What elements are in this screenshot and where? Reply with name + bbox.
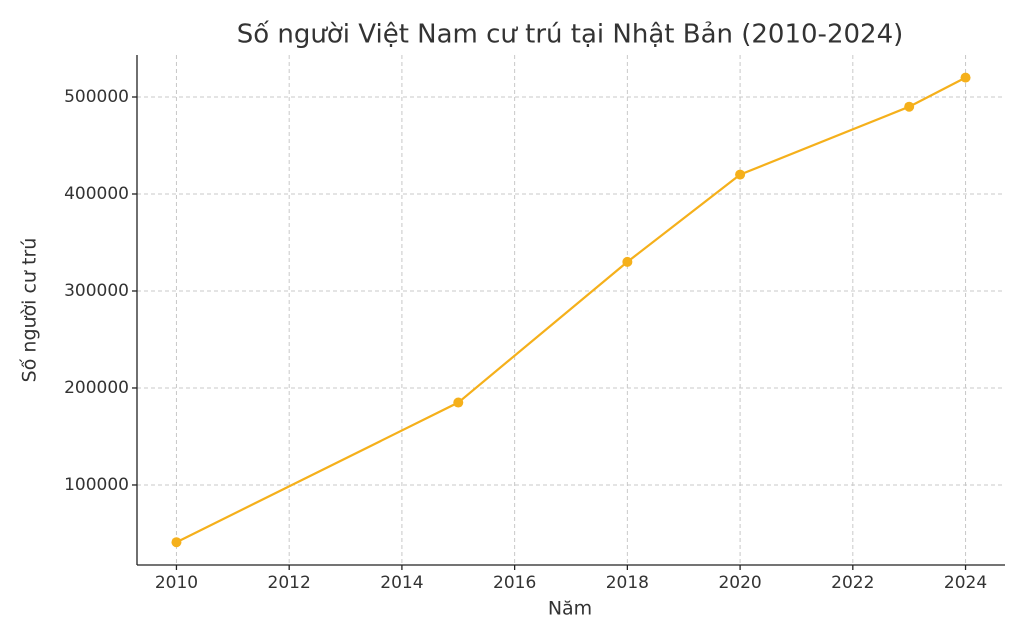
y-tick-label: 200000 [64,378,129,398]
point [622,256,633,267]
point [171,537,182,548]
chart-title: Số người Việt Nam cư trú tại Nhật Bản (2… [237,20,904,50]
point [735,169,746,180]
point [453,397,464,408]
y-tick-label: 300000 [64,281,129,301]
x-tick-label: 2024 [944,573,987,593]
x-tick-label: 2014 [380,573,423,593]
x-tick-label: 2022 [831,573,874,593]
y-tick-label: 400000 [64,184,129,204]
x-axis-label: Năm [548,598,592,620]
y-tick-label: 500000 [64,87,129,107]
x-tick-label: 2010 [155,573,198,593]
point [960,72,971,83]
line [175,76,967,544]
x-tick-label: 2018 [606,573,649,593]
y-tick-label: 100000 [64,475,129,495]
y-axis-label: Số người cư trú [19,238,41,383]
point [904,101,915,112]
x-tick-label: 2020 [718,573,761,593]
x-tick-label: 2012 [268,573,311,593]
x-tick-label: 2016 [493,573,536,593]
